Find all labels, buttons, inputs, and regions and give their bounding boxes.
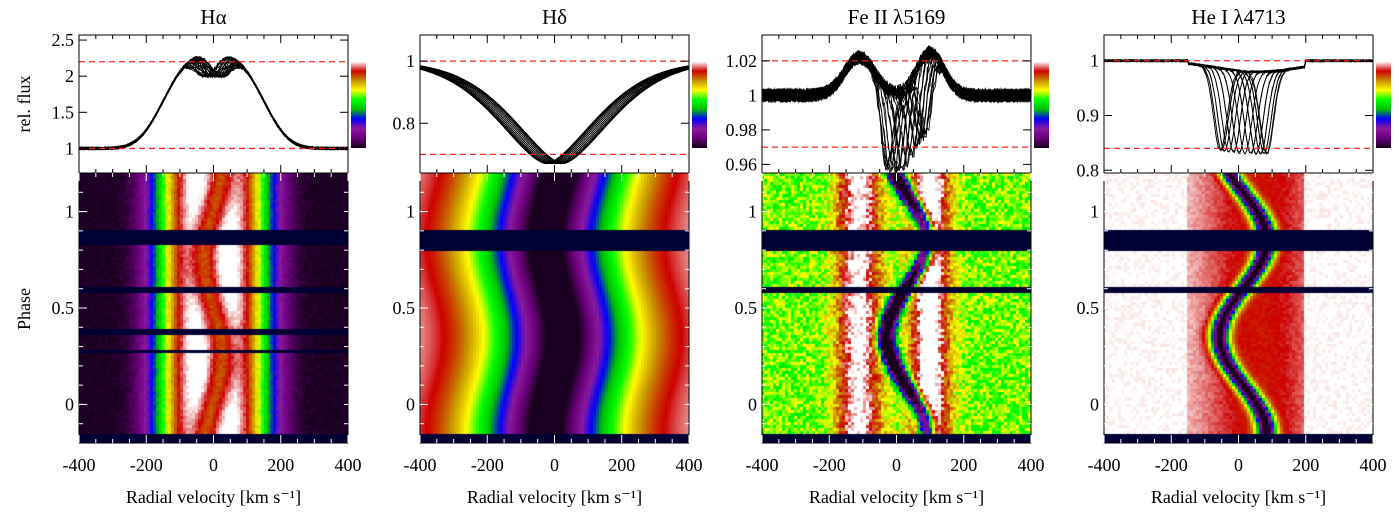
x-tick-label: -400	[63, 455, 96, 475]
heatmap-frame	[78, 172, 349, 444]
profile-plot-frame	[419, 34, 690, 174]
y-tick-label: 1	[1090, 51, 1099, 71]
x-tick-label: 200	[1292, 455, 1319, 475]
phase-tick-label: 0.5	[393, 298, 416, 318]
phase-velocity-heatmap-2	[420, 173, 689, 443]
phase-tick-label: 0	[748, 394, 757, 414]
spectrum-line	[1103, 59, 1374, 154]
panel-title: Hα	[200, 5, 226, 29]
phase-velocity-heatmap-1	[79, 173, 348, 443]
spectrum-line	[1103, 59, 1374, 156]
panel-title: Hδ	[542, 5, 567, 29]
spectrum-line	[419, 66, 690, 165]
x-tick-label: 0	[1234, 455, 1243, 475]
x-tick-label: -400	[404, 455, 437, 475]
profile-plot-frame	[78, 34, 349, 174]
phase-velocity-heatmap-3	[762, 173, 1031, 443]
x-axis-label: Radial velocity [km s⁻¹]	[126, 487, 301, 507]
spectrum-line	[419, 65, 690, 164]
panel-3: -400 -200 0 200 400 0.96 0.98 1 1.02 0 0.5 1 Fe II λ…	[726, 5, 1045, 507]
y-tick-label: 2.5	[52, 30, 75, 50]
spectrum-line	[761, 48, 1032, 172]
x-tick-label: -200	[1155, 455, 1188, 475]
phase-tick-label: 0.5	[1077, 298, 1100, 318]
spectrum-line	[419, 66, 690, 164]
y-tick-label: 1.02	[726, 51, 758, 71]
x-tick-label: -200	[130, 455, 163, 475]
colorbar-4	[1376, 61, 1391, 148]
y-tick-label: 1.5	[52, 102, 75, 122]
panel-2: -400 -200 0 200 400 0.8 1 0 0.5 1 Hδ Radial velocit…	[393, 5, 703, 507]
panel-1: -400 -200 0 200 400 1 1.5 2 2.5 0 0.5 1 Hα Radial vel…	[52, 5, 362, 507]
spectrum-line	[761, 48, 1032, 174]
x-axis-label: Radial velocity [km s⁻¹]	[1151, 487, 1326, 507]
colorbar-3	[1034, 61, 1049, 148]
colorbar-2	[692, 61, 707, 148]
spectrum-line	[78, 56, 349, 151]
x-tick-label: 0	[892, 455, 901, 475]
x-tick-label: 400	[676, 455, 703, 475]
heatmap-frame	[1103, 172, 1374, 444]
x-tick-label: -400	[746, 455, 779, 475]
x-tick-label: -400	[1088, 455, 1121, 475]
y-tick-label: 0.8	[1077, 160, 1100, 180]
colorbar-1	[351, 61, 366, 148]
x-tick-label: 0	[209, 455, 218, 475]
y-tick-label: 2	[65, 66, 74, 86]
heatmap-frame	[761, 172, 1032, 444]
phase-velocity-heatmap-4	[1104, 173, 1373, 443]
x-tick-label: 200	[267, 455, 294, 475]
spectrum-line	[761, 48, 1032, 168]
y-tick-label: 0.8	[393, 113, 416, 133]
y-tick-label: 0.9	[1077, 106, 1100, 126]
y-axis-label-flux: rel. flux	[14, 76, 34, 133]
x-tick-label: 400	[1018, 455, 1045, 475]
y-tick-label: 1	[65, 138, 74, 158]
phase-tick-label: 1	[1090, 202, 1099, 222]
x-tick-label: -200	[471, 455, 504, 475]
phase-tick-label: 1	[65, 202, 74, 222]
y-tick-label: 1	[406, 51, 415, 71]
x-tick-label: 200	[608, 455, 635, 475]
y-tick-label: 1	[748, 85, 757, 105]
phase-tick-label: 0.5	[52, 298, 75, 318]
phase-tick-label: 0.5	[735, 298, 758, 318]
spectra-lines	[78, 55, 349, 151]
y-axis-label-phase: Phase	[14, 288, 34, 330]
heatmap-frame	[419, 172, 690, 444]
spectra-lines	[419, 65, 690, 165]
panel-title: He I λ4713	[1191, 5, 1285, 29]
phase-tick-label: 0	[1090, 394, 1099, 414]
phase-tick-label: 1	[406, 202, 415, 222]
spectra-lines	[761, 44, 1032, 174]
profile-plot-frame	[761, 34, 1032, 174]
x-axis-label: Radial velocity [km s⁻¹]	[467, 487, 642, 507]
phase-tick-label: 0	[65, 394, 74, 414]
panel-title: Fe II λ5169	[848, 5, 946, 29]
x-axis-label: Radial velocity [km s⁻¹]	[809, 487, 984, 507]
x-tick-label: 200	[950, 455, 977, 475]
spectrum-line	[761, 46, 1032, 172]
x-tick-label: 400	[1360, 455, 1387, 475]
y-tick-label: 0.98	[726, 120, 758, 140]
x-tick-label: 400	[335, 455, 362, 475]
x-tick-label: 0	[550, 455, 559, 475]
x-tick-label: -200	[813, 455, 846, 475]
phase-tick-label: 1	[748, 202, 757, 222]
y-tick-label: 0.96	[726, 154, 758, 174]
spectrum-line	[419, 65, 690, 164]
spectrum-line	[761, 47, 1032, 157]
phase-tick-label: 0	[406, 394, 415, 414]
panel-4: -400 -200 0 200 400 0.8 0.9 1 0 0.5 1 He I λ4713 Rad…	[1077, 5, 1387, 507]
spectra-lines	[1103, 58, 1374, 156]
